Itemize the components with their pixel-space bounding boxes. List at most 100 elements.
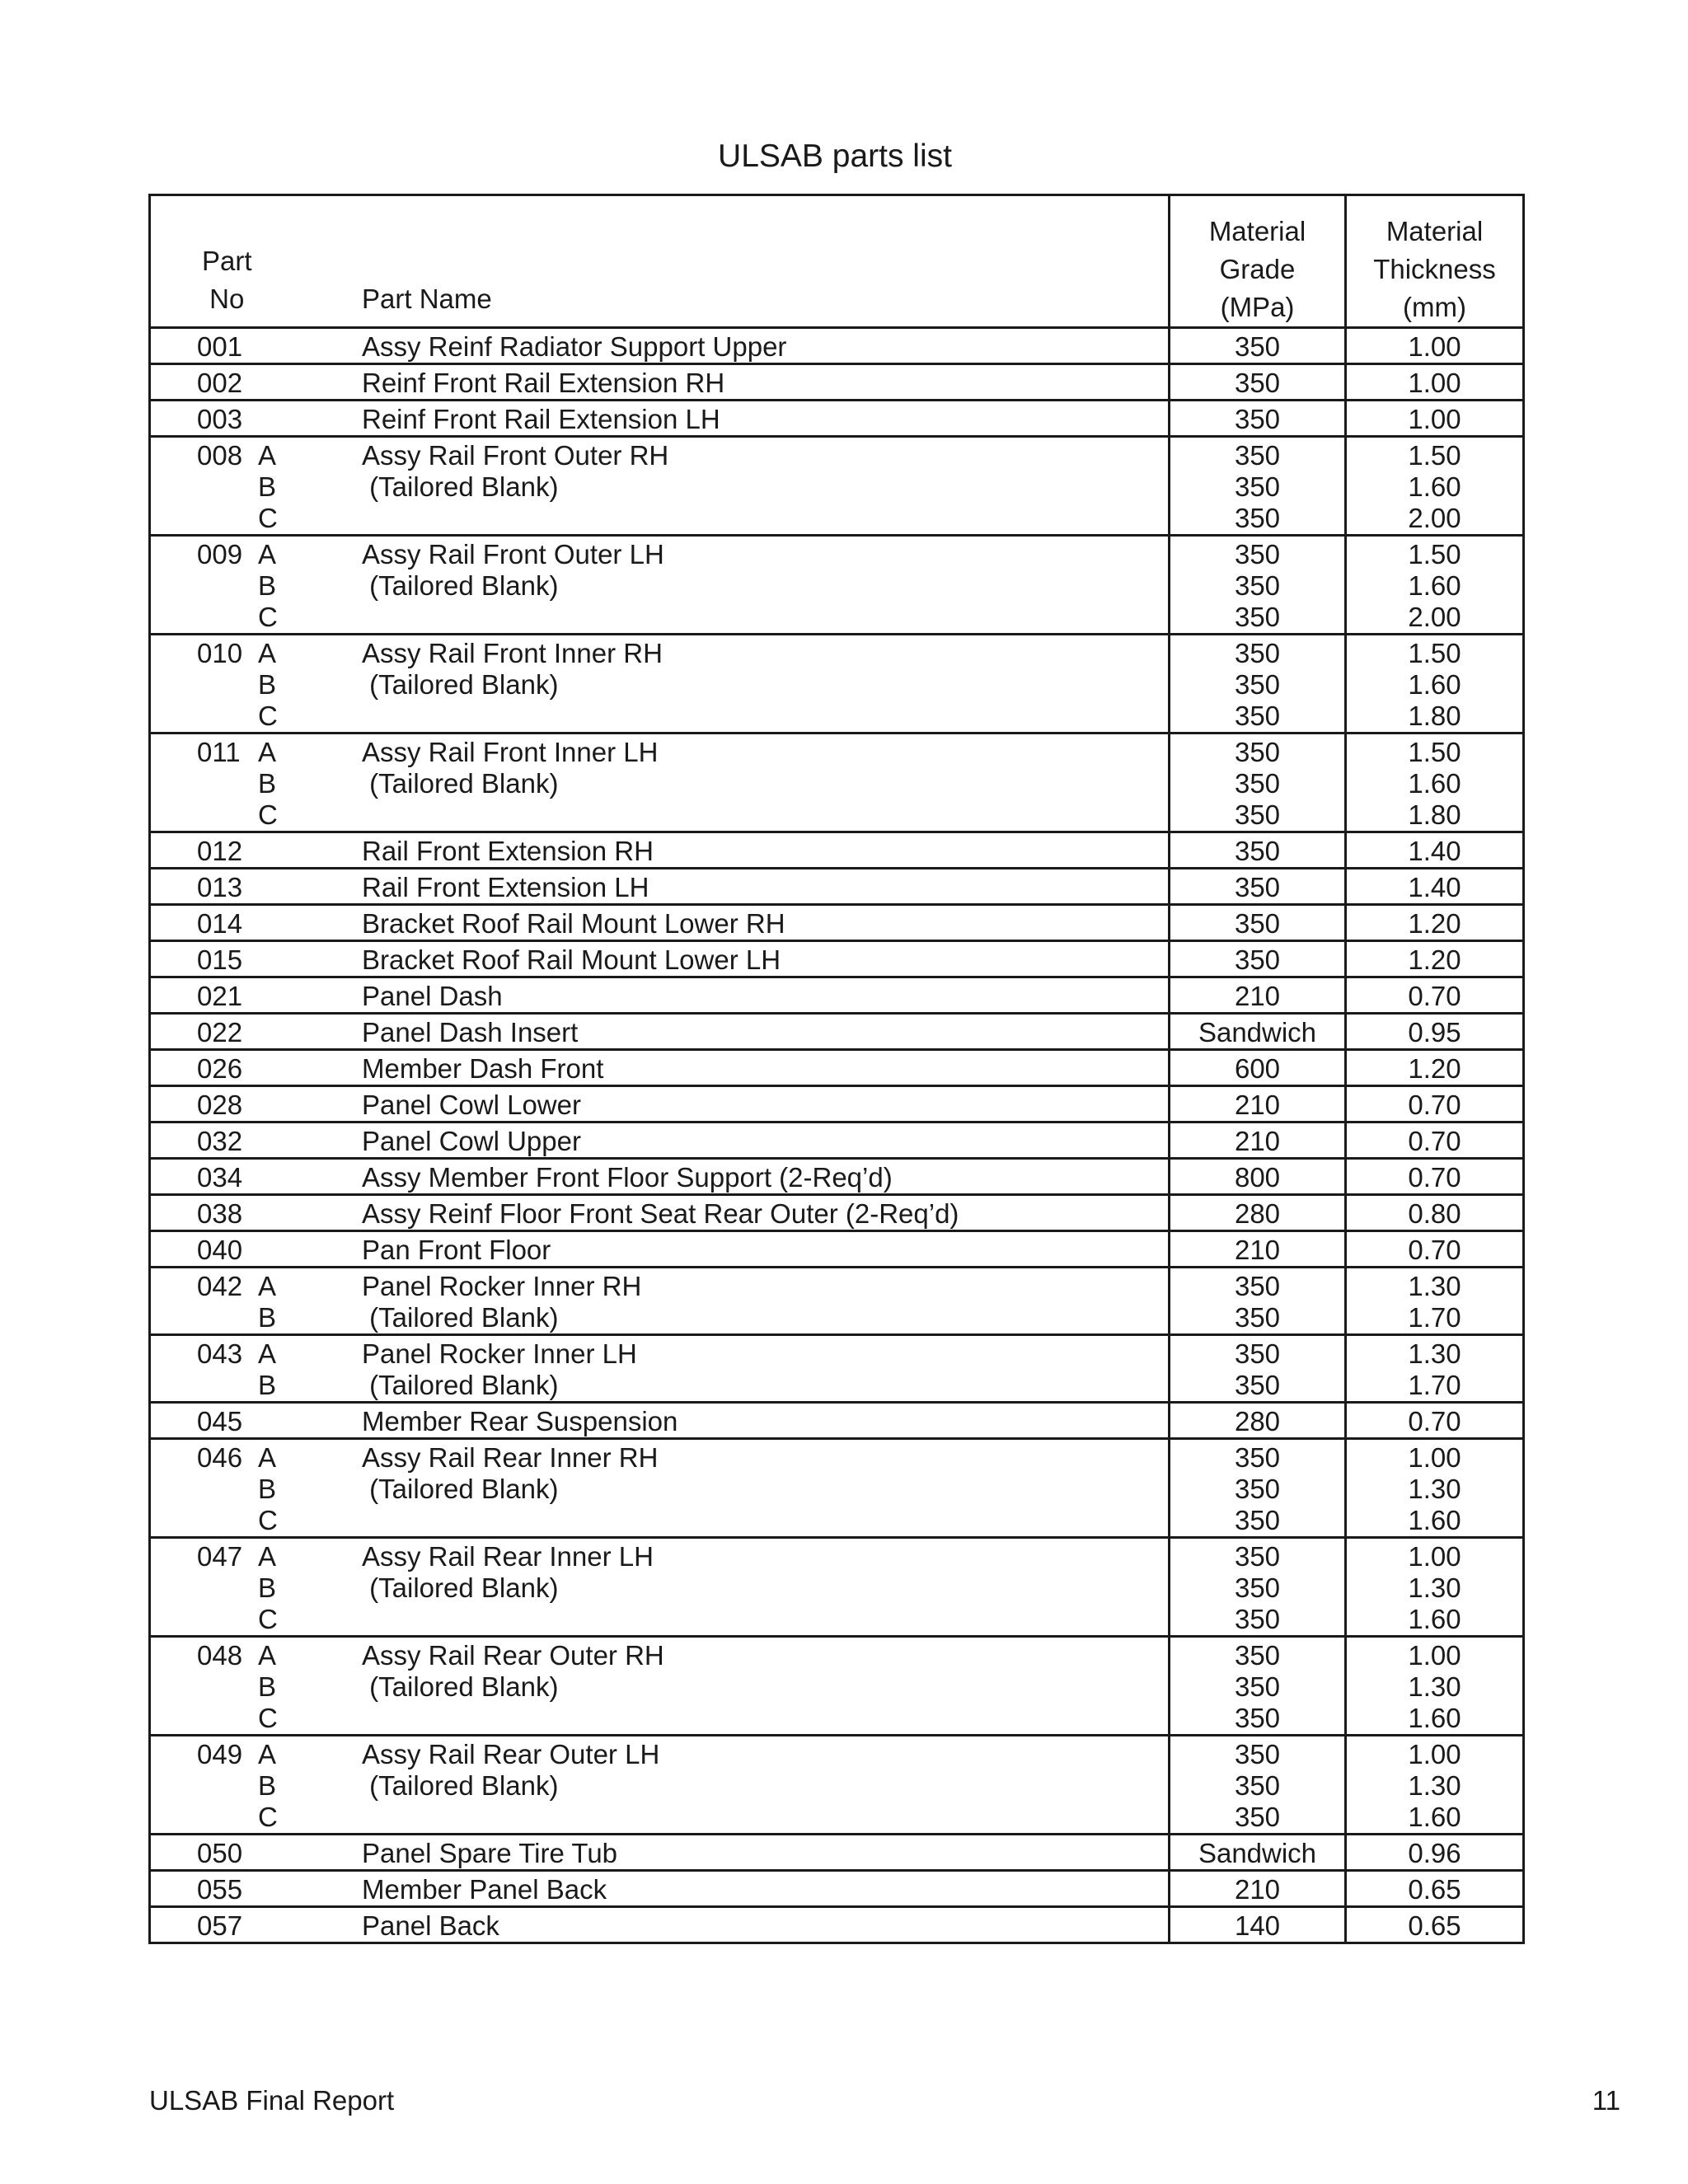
parts-table: Part No Part Name Material Grade (MPa) M… — [148, 194, 1525, 1944]
material-thickness-cell: 0.70 — [1344, 1157, 1525, 1196]
part-name: Panel Spare Tire Tub — [362, 1838, 617, 1869]
part-variant-line: B — [258, 1474, 277, 1504]
part-variant-line: C — [258, 1802, 278, 1832]
material-grade: 350 — [1170, 836, 1344, 867]
material-grade-line: 350 — [1234, 1739, 1281, 1769]
material-thickness: 0.95 — [1347, 1017, 1522, 1048]
table-row: 026 Member Dash Front 600 1.20 — [148, 1048, 1525, 1087]
material-grade-line: 350 — [1234, 872, 1281, 902]
table-row: 008 A B C Assy Rail Front Outer RH (Tailored… — [148, 435, 1525, 537]
part-cell: 011 A B C Assy Rail Front Inner LH (Tailored… — [148, 732, 1170, 833]
header-thickness-line: Thickness — [1373, 254, 1496, 284]
part-variant-line: C — [258, 1505, 278, 1535]
part-variant-line: A — [258, 1271, 277, 1301]
material-thickness-line: 1.50 — [1408, 440, 1461, 471]
material-grade-line: 350 — [1234, 701, 1281, 731]
part-cell: 048 A B C Assy Rail Rear Outer RH (Tailored … — [148, 1635, 1170, 1736]
part-name: Bracket Roof Rail Mount Lower RH — [362, 908, 785, 940]
part-cell: 010 A B C Assy Rail Front Inner RH (Tailored… — [148, 633, 1170, 734]
part-name: Reinf Front Rail Extension RH — [362, 368, 724, 399]
part-name: Assy Rail Rear Inner LH (Tailored Blank) — [362, 1541, 654, 1604]
part-variant-line: A — [258, 539, 277, 569]
part-name-line: Assy Rail Rear Outer RH — [362, 1640, 664, 1671]
material-grade-line: 350 — [1234, 1802, 1281, 1832]
header-material-thickness: Material Thickness (mm) — [1344, 194, 1525, 329]
material-grade: 350 350 — [1170, 1338, 1344, 1401]
material-grade-line: 350 — [1234, 1271, 1281, 1301]
material-thickness-cell: 1.00 1.30 1.60 — [1344, 1734, 1525, 1835]
material-grade: 350 350 — [1170, 1271, 1344, 1333]
material-grade-line: 350 — [1234, 471, 1281, 502]
material-grade-cell: 350 350 350 — [1168, 633, 1347, 734]
material-grade-cell: 350 350 — [1168, 1333, 1347, 1404]
table-row: 010 A B C Assy Rail Front Inner RH (Tailored… — [148, 633, 1525, 734]
material-thickness-line: 1.30 — [1408, 1770, 1461, 1801]
material-thickness-line: 1.20 — [1408, 1053, 1461, 1084]
material-grade-cell: 350 — [1168, 940, 1347, 978]
material-grade-line: 350 — [1234, 1671, 1281, 1702]
part-name: Panel Rocker Inner LH (Tailored Blank) — [362, 1338, 637, 1401]
material-grade-line: 350 — [1234, 1505, 1281, 1535]
material-grade-line: 210 — [1234, 1235, 1281, 1265]
part-number: 050 — [197, 1838, 243, 1868]
part-number: 057 — [197, 1910, 243, 1941]
material-grade-cell: 350 — [1168, 363, 1347, 401]
material-thickness: 0.70 — [1347, 1406, 1522, 1437]
material-thickness-line: 1.60 — [1408, 1802, 1461, 1832]
part-cell: 013 Rail Front Extension LH — [148, 867, 1170, 906]
part-variant-line: C — [258, 602, 278, 632]
material-grade: 280 — [1170, 1406, 1344, 1437]
part-cell: 040 Pan Front Floor — [148, 1230, 1170, 1268]
material-grade-line: 350 — [1234, 669, 1281, 700]
material-thickness-line: 1.30 — [1408, 1338, 1461, 1369]
material-thickness-line: 1.20 — [1408, 944, 1461, 975]
page-title: ULSAB parts list — [718, 138, 952, 174]
material-grade-cell: 350 350 350 — [1168, 1635, 1347, 1736]
part-name-line: Panel Dash Insert — [362, 1017, 579, 1047]
part-name-line: Panel Rocker Inner RH — [362, 1271, 642, 1301]
material-thickness-line: 1.00 — [1408, 1442, 1461, 1473]
part-variant-line: C — [258, 503, 278, 533]
part-variant-line: A — [258, 1442, 277, 1473]
material-grade-line: 800 — [1234, 1162, 1281, 1193]
part-name-line: (Tailored Blank) — [362, 1370, 559, 1400]
material-grade-cell: 210 — [1168, 1230, 1347, 1268]
table-row: 022 Panel Dash Insert Sandwich 0.95 — [148, 1012, 1525, 1051]
part-cell: 015 Bracket Roof Rail Mount Lower LH — [148, 940, 1170, 978]
part-cell: 026 Member Dash Front — [148, 1048, 1170, 1087]
material-grade: 210 — [1170, 981, 1344, 1012]
header-material-grade: Material Grade (MPa) — [1168, 194, 1347, 329]
material-thickness-line: 1.30 — [1408, 1572, 1461, 1603]
part-number: 011 — [197, 737, 241, 767]
table-row: 002 Reinf Front Rail Extension RH 350 1.00 — [148, 363, 1525, 401]
material-grade: 350 350 350 — [1170, 638, 1344, 732]
part-number: 040 — [197, 1235, 243, 1265]
part-number: 015 — [197, 944, 243, 975]
material-thickness: 0.70 — [1347, 1162, 1522, 1193]
table-row: 046 A B C Assy Rail Rear Inner RH (Tailored … — [148, 1437, 1525, 1539]
part-name-line: Assy Rail Front Inner LH — [362, 737, 659, 767]
material-thickness-cell: 1.50 1.60 1.80 — [1344, 732, 1525, 833]
material-thickness-cell: 1.30 1.70 — [1344, 1333, 1525, 1404]
material-thickness-line: 0.95 — [1408, 1017, 1461, 1047]
material-grade-cell: 800 — [1168, 1157, 1347, 1196]
material-thickness-line: 1.60 — [1408, 471, 1461, 502]
material-thickness: 0.70 — [1347, 1126, 1522, 1157]
material-grade-cell: 350 350 350 — [1168, 732, 1347, 833]
part-cell: 038 Assy Reinf Floor Front Seat Rear Oute… — [148, 1193, 1170, 1232]
table-row: 048 A B C Assy Rail Rear Outer RH (Tailored … — [148, 1635, 1525, 1736]
table-row: 028 Panel Cowl Lower 210 0.70 — [148, 1085, 1525, 1123]
material-thickness-cell: 1.00 — [1344, 326, 1525, 365]
part-name: Pan Front Floor — [362, 1235, 551, 1266]
part-name-line: Reinf Front Rail Extension LH — [362, 404, 720, 434]
part-name: Panel Dash Insert — [362, 1017, 578, 1048]
part-cell: 028 Panel Cowl Lower — [148, 1085, 1170, 1123]
material-grade-line: 350 — [1234, 1442, 1281, 1473]
part-name-line: (Tailored Blank) — [362, 768, 559, 799]
material-grade-cell: 350 — [1168, 399, 1347, 438]
part-cell: 021 Panel Dash — [148, 976, 1170, 1015]
part-variant-line: B — [258, 1770, 277, 1801]
